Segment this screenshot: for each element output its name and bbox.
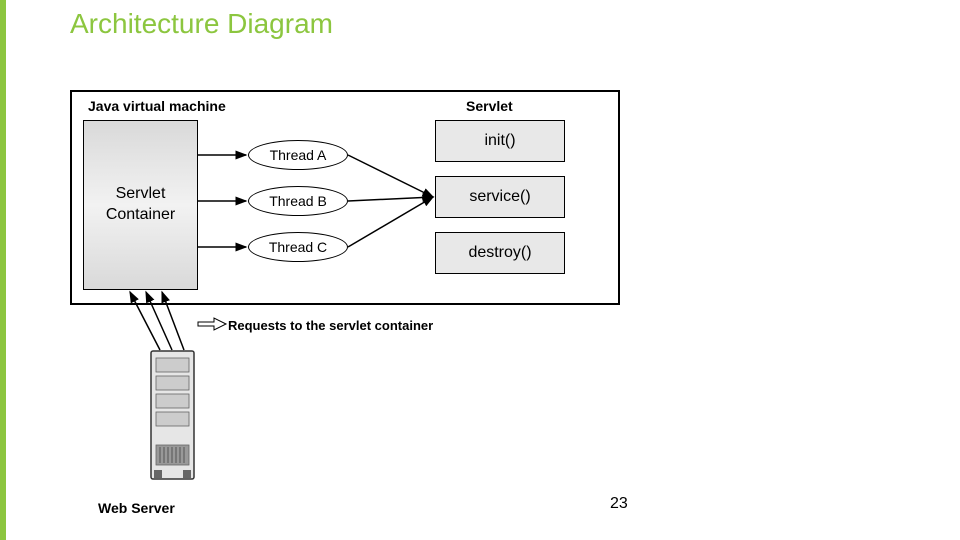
accent-bar [0,0,6,540]
method-init-label: init() [484,132,515,150]
requests-label: Requests to the servlet container [228,318,433,333]
servlet-header-label: Servlet [466,98,513,114]
requests-outline-arrow [198,318,226,330]
method-service-node: service() [435,176,565,218]
jvm-label: Java virtual machine [88,98,226,114]
thread-b-label: Thread B [269,193,327,209]
web-server-icon [150,350,195,480]
thread-a-label: Thread A [270,147,327,163]
servlet-container-label: ServletContainer [106,184,175,226]
servlet-container-node: ServletContainer [83,120,198,290]
web-server-label: Web Server [98,500,175,516]
page-number: 23 [610,495,628,513]
page-title: Architecture Diagram [70,8,333,40]
thread-c-node: Thread C [248,232,348,262]
thread-a-node: Thread A [248,140,348,170]
method-destroy-label: destroy() [468,244,531,262]
method-init-node: init() [435,120,565,162]
method-service-label: service() [469,188,530,206]
method-destroy-node: destroy() [435,232,565,274]
thread-c-label: Thread C [269,239,327,255]
thread-b-node: Thread B [248,186,348,216]
